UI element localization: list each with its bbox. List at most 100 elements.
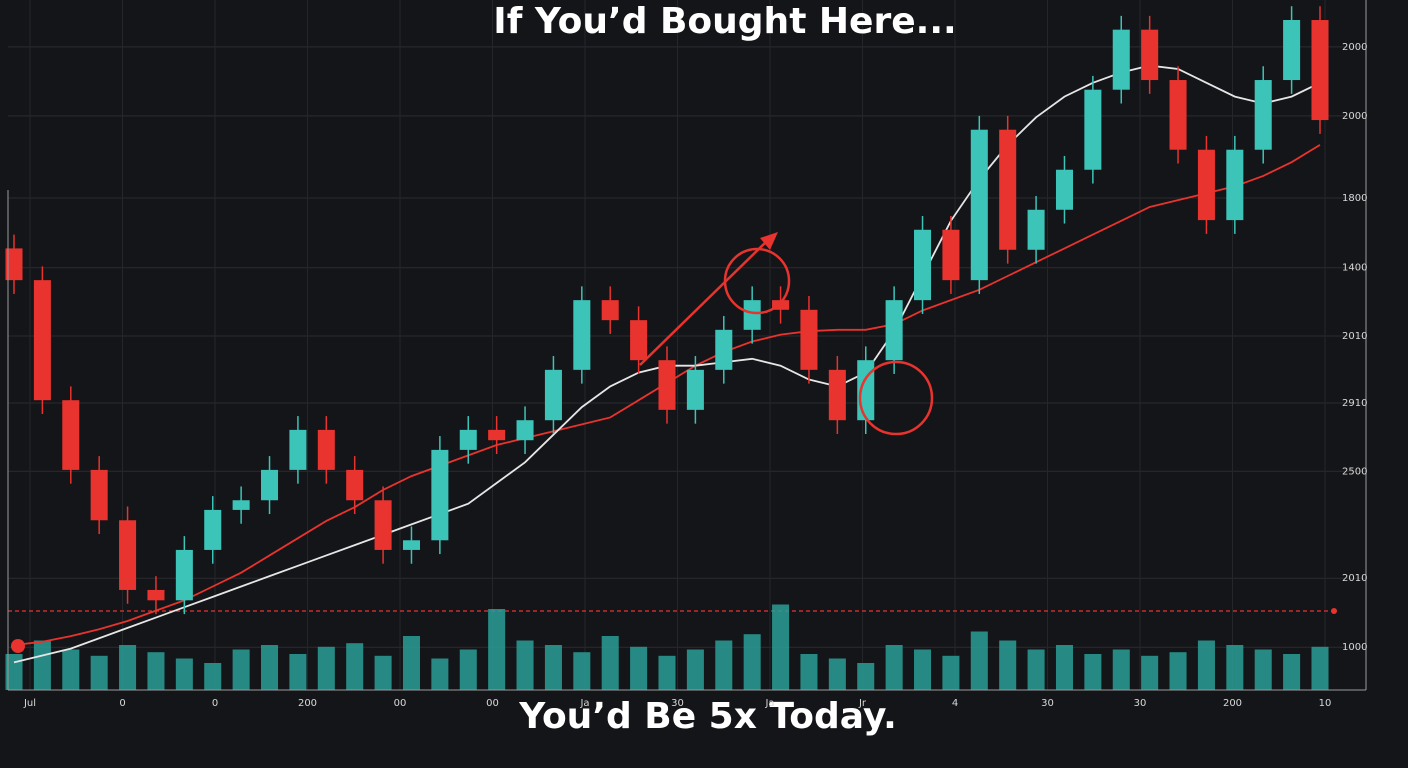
volume-bar [90,655,108,690]
x-tick-label: 00 [394,698,407,709]
candle-body [431,449,449,541]
volume-bar [630,646,648,690]
candle-body [402,540,420,550]
candle-body [488,429,506,441]
x-tick-label: 30 [1041,698,1054,709]
candle-body [800,309,818,370]
volume-bar [62,649,80,690]
volume-bar [346,643,364,690]
candle-body [1254,80,1272,150]
volume-bar [885,645,903,690]
candle-body [62,400,80,470]
x-tick-label: 0 [212,698,218,709]
volume-bar [686,649,704,690]
candle-body [374,500,392,550]
x-tick-label: 00 [486,698,499,709]
volume-bar [942,655,960,690]
volume-bar [488,609,506,690]
volume-bar [914,649,932,690]
candle-body [90,469,108,521]
y-tick-label: 2000 [1342,111,1367,122]
candle-body [999,129,1017,250]
candle-body [1311,20,1329,121]
x-tick-label: 200 [298,698,317,709]
volume-bar [658,655,676,690]
chart-subtitle: You’d Be 5x Today. [518,696,897,737]
candle-body [772,300,790,310]
volume-bar [317,646,335,690]
volume-bar [147,652,165,690]
volume-bar [1169,652,1187,690]
volume-bar [970,631,988,690]
candle-body [573,300,591,370]
volume-bar [1084,654,1102,690]
candle-body [346,469,364,501]
volume-bar [1226,645,1244,690]
arrow-head [760,232,778,250]
candle-body [544,369,562,421]
candle-body [1283,20,1301,81]
x-tick-label: Jr [858,698,867,709]
x-tick-label: Jul [23,698,36,709]
x-tick-label: 30 [1134,698,1147,709]
volume-bar [175,658,193,690]
candle-body [289,429,307,470]
candle-body [686,369,704,410]
candle-body [33,280,51,401]
candle-body [885,300,903,361]
x-tick-label: 0 [119,698,125,709]
arrow [639,239,769,366]
candle-body [516,420,534,441]
x-tick-label: 4 [952,698,958,709]
y-tick-label: 2000 [1342,42,1367,53]
volume-bar [573,652,591,690]
volume-bar [743,634,761,690]
volume-bar [33,640,51,690]
candle-body [204,509,222,550]
candle-body [828,369,846,421]
volume-bar [374,655,392,690]
candle-body [743,300,761,330]
volume-bar [204,663,222,690]
candle-body [942,229,960,281]
y-tick-label: 2010 [1342,573,1367,584]
volume-bar [1112,649,1130,690]
y-tick-label: 2500 [1342,466,1367,477]
start-marker [11,639,25,653]
volume-bar [431,658,449,690]
candle-body [261,469,279,501]
x-tick-label: 10 [1319,698,1332,709]
volume-bar [1254,649,1272,690]
volume-bar [119,645,137,690]
x-tick-label: Ja [579,698,589,709]
plot [5,6,1329,690]
volume-bar [544,645,562,690]
candle-body [1027,209,1045,250]
volume-bar [1027,649,1045,690]
volume-bar [1141,655,1159,690]
volume-bar [459,649,477,690]
volume-bar [1055,645,1073,690]
y-tick-label: 1800 [1342,193,1367,204]
reference-dot [1331,608,1337,614]
volume-bar [289,654,307,690]
candle-body [1169,80,1187,150]
volume-bar [5,654,23,690]
volume-bar [402,636,420,690]
candle-body [175,549,193,601]
candle-body [658,360,676,410]
volume-bar [516,640,534,690]
grid [8,0,1366,690]
candle-body [119,520,137,590]
volume-bar [1311,646,1329,690]
y-tick-label: 1400 [1342,263,1367,274]
candle-body [630,320,648,361]
candle-body [1197,149,1215,221]
candle-body [459,429,477,450]
volume-bar [715,640,733,690]
y-tick-label: 1000 [1342,642,1367,653]
volume-bar [1283,654,1301,690]
candle-body [1055,169,1073,210]
